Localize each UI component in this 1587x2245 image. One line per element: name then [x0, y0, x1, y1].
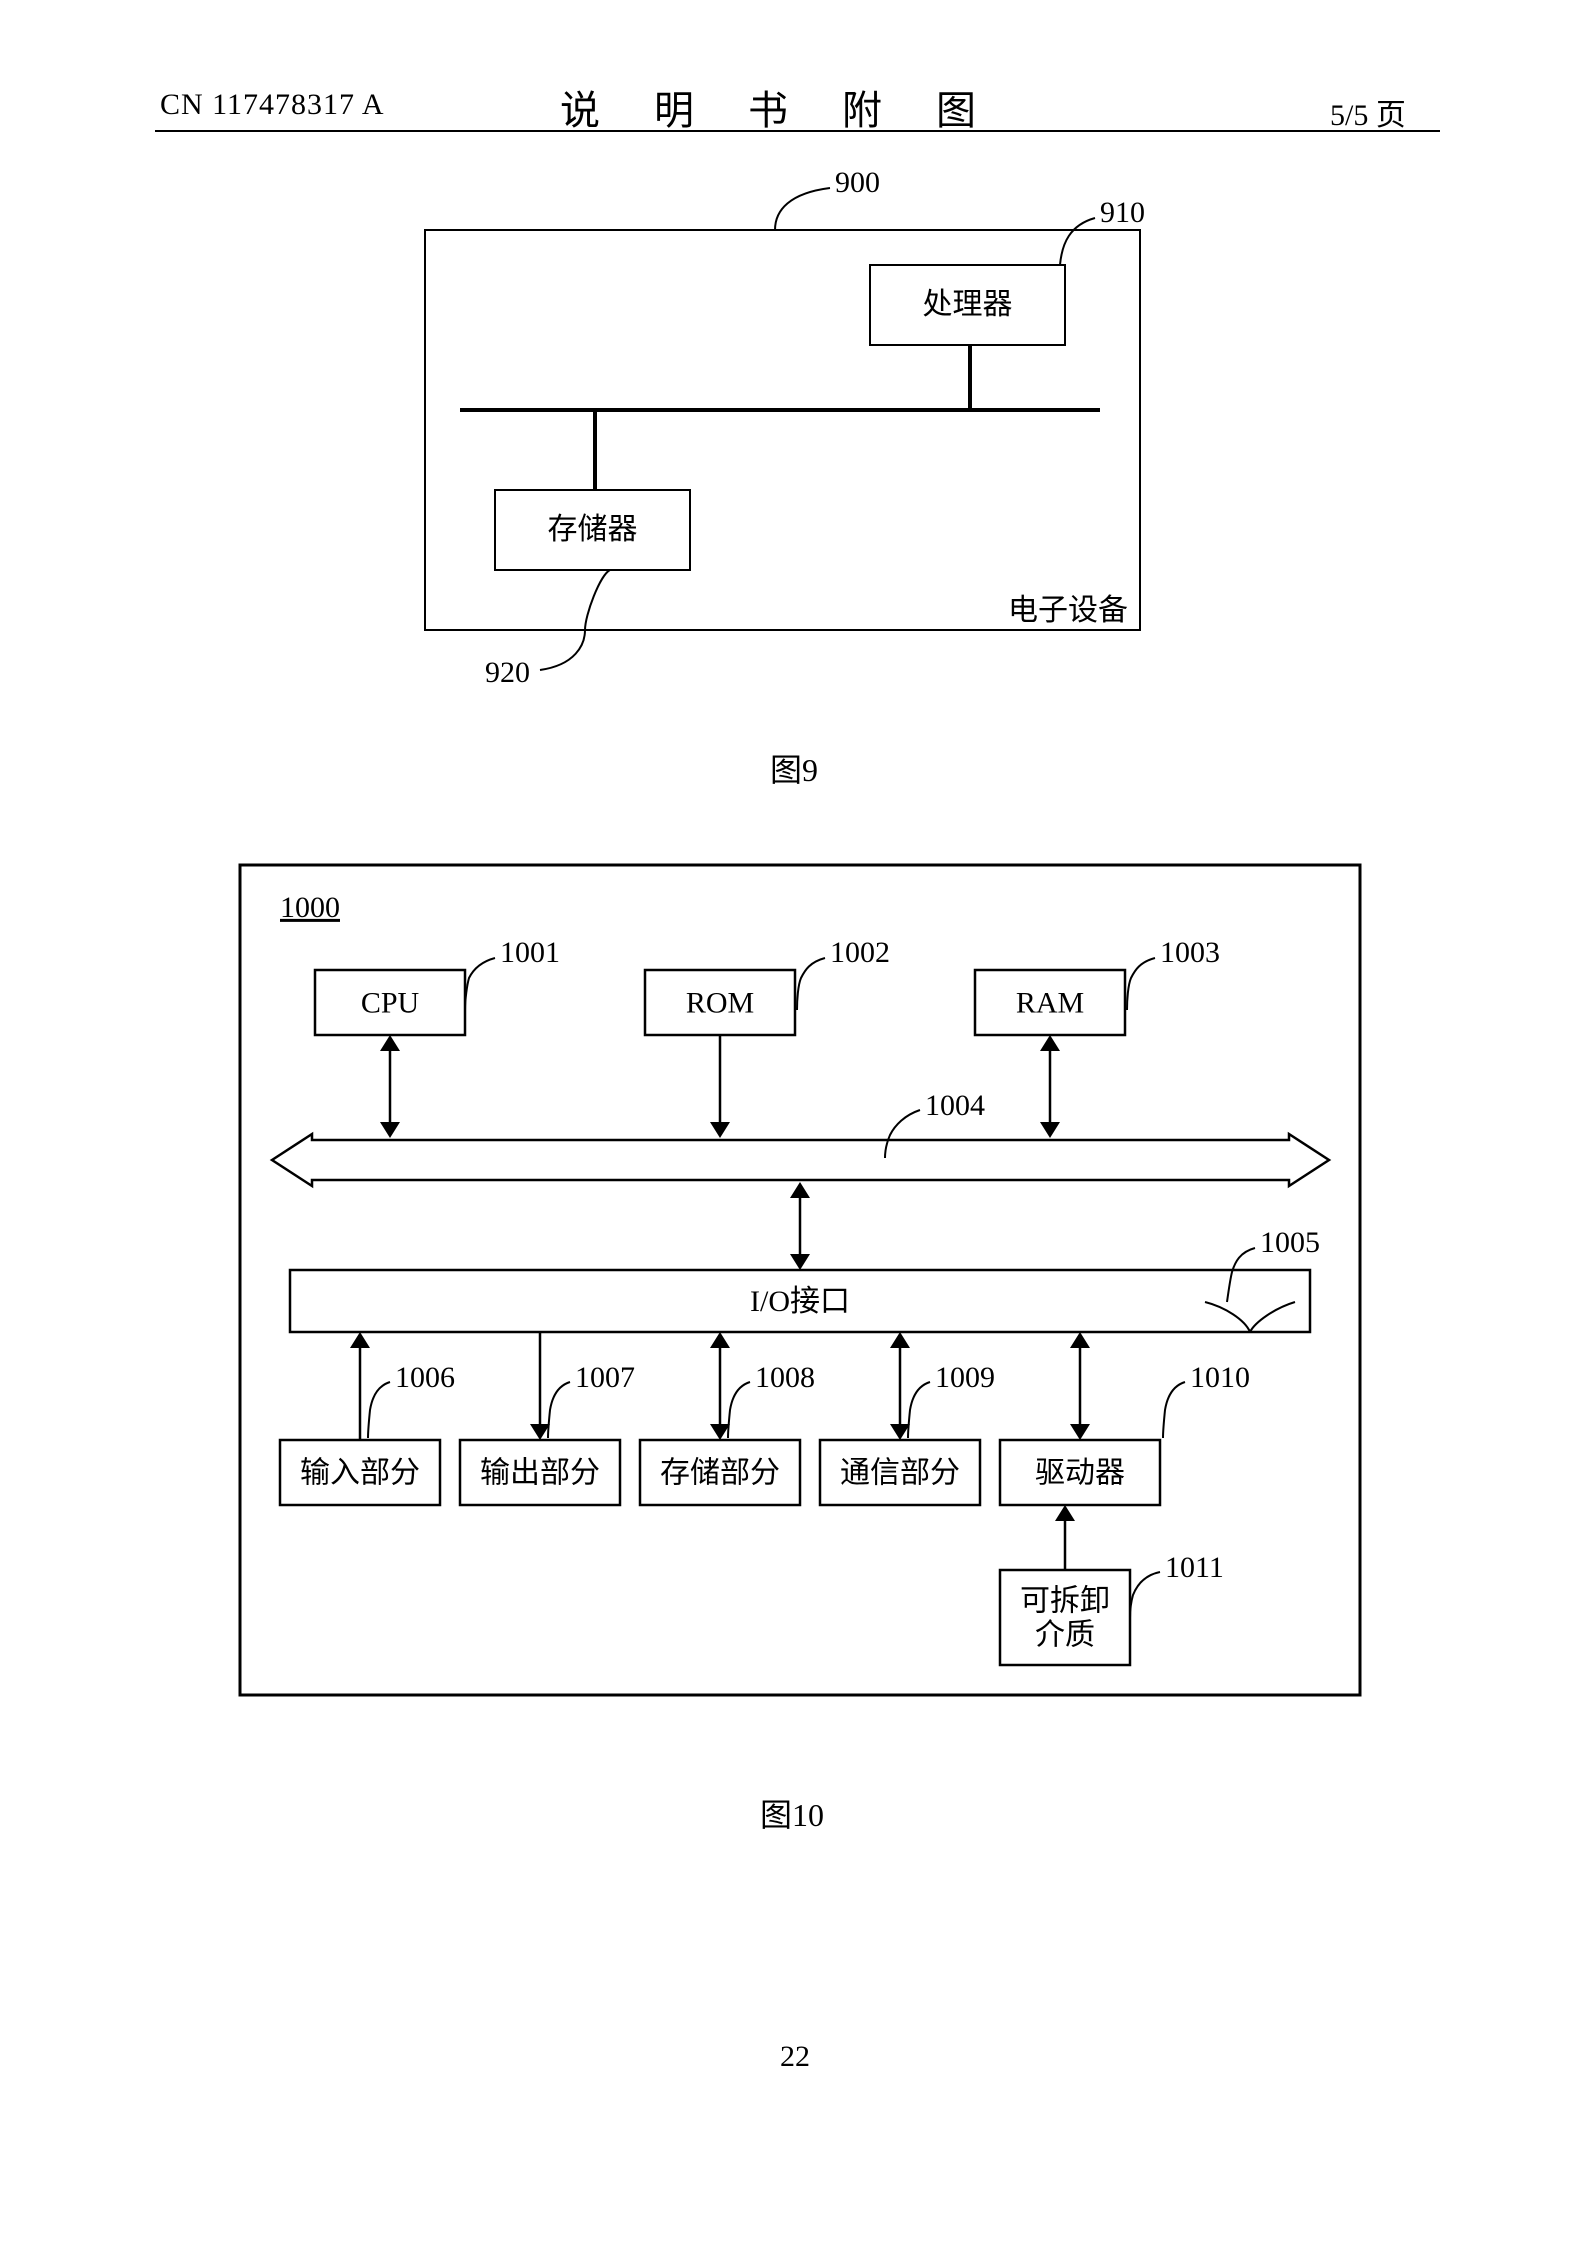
svg-text:1003: 1003	[1160, 936, 1220, 969]
svg-text:存储部分: 存储部分	[660, 1456, 780, 1489]
svg-text:I/O接口: I/O接口	[750, 1285, 850, 1318]
svg-text:电子设备: 电子设备	[1008, 594, 1128, 627]
svg-text:1008: 1008	[755, 1361, 815, 1394]
svg-text:处理器: 处理器	[923, 288, 1013, 321]
svg-text:ROM: ROM	[686, 986, 754, 1019]
svg-text:CPU: CPU	[361, 986, 420, 1019]
svg-text:1004: 1004	[925, 1089, 985, 1122]
svg-text:1007: 1007	[575, 1361, 635, 1394]
svg-text:1002: 1002	[830, 936, 890, 969]
svg-text:900: 900	[835, 166, 880, 199]
svg-text:1001: 1001	[500, 936, 560, 969]
figure-10-diagram: 1000 CPU 1001 ROM 1002 RAM 1003 1004 I/O接口 1005 输入…	[225, 850, 1380, 1720]
svg-text:1006: 1006	[395, 1361, 455, 1394]
svg-text:1009: 1009	[935, 1361, 995, 1394]
header-title: 说 明 书 附 图	[560, 78, 998, 136]
patent-page: CN 117478317 A 说 明 书 附 图 5/5 页 处理器存储器电子设…	[0, 0, 1587, 2245]
svg-text:1011: 1011	[1165, 1551, 1224, 1584]
svg-text:1000: 1000	[280, 891, 340, 924]
svg-text:介质: 介质	[1035, 1618, 1095, 1651]
svg-text:920: 920	[485, 656, 530, 689]
figure-10-caption: 图10	[760, 1790, 824, 1836]
svg-text:输入部分: 输入部分	[300, 1456, 420, 1489]
page-number: 22	[780, 2040, 810, 2074]
header-page-indicator: 5/5 页	[1330, 90, 1406, 134]
svg-text:存储器: 存储器	[548, 513, 638, 546]
svg-text:可拆卸: 可拆卸	[1020, 1584, 1110, 1617]
header-rule	[155, 130, 1440, 132]
figure-9-caption: 图9	[770, 745, 818, 791]
svg-text:910: 910	[1100, 196, 1145, 229]
svg-text:1005: 1005	[1260, 1226, 1320, 1259]
svg-text:通信部分: 通信部分	[840, 1456, 960, 1489]
header-patent-number: CN 117478317 A	[160, 88, 385, 122]
figure-9-diagram: 处理器存储器电子设备 900 910 920	[380, 155, 1210, 715]
svg-text:输出部分: 输出部分	[480, 1456, 600, 1489]
svg-text:驱动器: 驱动器	[1035, 1456, 1125, 1489]
svg-text:RAM: RAM	[1016, 986, 1084, 1019]
svg-text:1010: 1010	[1190, 1361, 1250, 1394]
